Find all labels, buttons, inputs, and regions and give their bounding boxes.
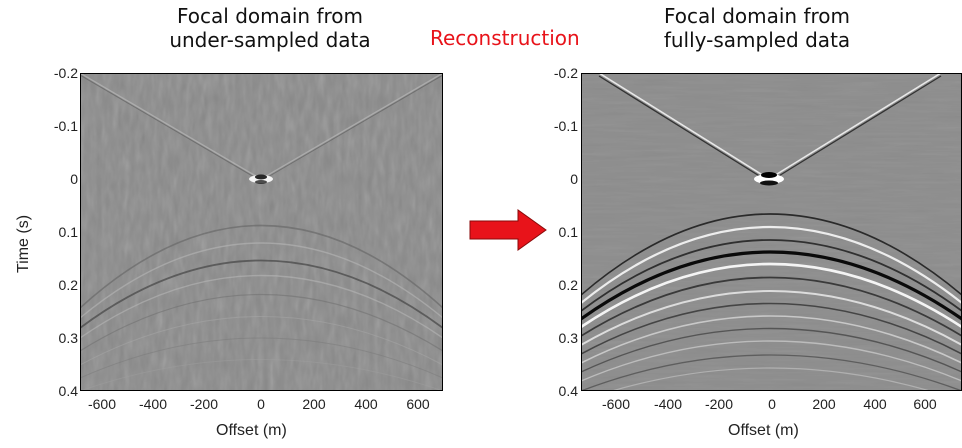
right-ytick: 0.2 (558, 277, 578, 293)
left-xtick: -400 (138, 396, 168, 412)
right-ytick: 0.1 (558, 224, 578, 240)
right-title-line1: Focal domain from (664, 4, 850, 28)
left-y-axis-label: Time (s) (15, 214, 32, 274)
left-xtick: 600 (406, 396, 430, 412)
left-seismic-image (80, 73, 443, 391)
left-ytick: 0 (70, 171, 78, 187)
left-xtick: -600 (87, 396, 117, 412)
left-ytick: 0.4 (58, 383, 78, 399)
right-xtick: 600 (913, 396, 937, 412)
right-xtick: 200 (812, 396, 836, 412)
left-ytick: 0.1 (58, 224, 78, 240)
right-xtick: 400 (863, 396, 887, 412)
right-ytick: 0 (570, 171, 578, 187)
left-xtick: 400 (354, 396, 378, 412)
left-x-axis-label: Offset (m) (216, 422, 287, 439)
left-ytick: -0.1 (53, 118, 78, 134)
left-xtick: -200 (189, 396, 219, 412)
right-xtick: -200 (704, 396, 734, 412)
left-xtick: 0 (257, 396, 265, 412)
right-xtick: 0 (768, 396, 776, 412)
left-panel-title: Focal domain from under-sampled data (125, 4, 415, 52)
right-title-line2: fully-sampled data (663, 28, 851, 52)
right-arrow-icon (469, 209, 547, 251)
right-ytick: -0.1 (553, 118, 578, 134)
right-ytick: 0.3 (558, 330, 578, 346)
right-ytick: -0.2 (553, 65, 578, 81)
reconstruction-label: Reconstruction (430, 26, 580, 50)
left-ytick: 0.3 (58, 330, 78, 346)
right-seismic-panel (581, 73, 962, 391)
right-seismic-image (581, 73, 962, 391)
left-title-line1: Focal domain from (177, 4, 363, 28)
left-seismic-panel (80, 73, 443, 391)
right-x-axis-label: Offset (m) (728, 422, 799, 439)
left-xtick: 200 (302, 396, 326, 412)
right-xtick: -600 (601, 396, 631, 412)
left-ytick: -0.2 (53, 65, 78, 81)
left-title-line2: under-sampled data (169, 28, 371, 52)
left-ytick: 0.2 (58, 277, 78, 293)
right-xtick: -400 (653, 396, 683, 412)
right-panel-title: Focal domain from fully-sampled data (612, 4, 902, 52)
right-ytick: 0.4 (558, 383, 578, 399)
